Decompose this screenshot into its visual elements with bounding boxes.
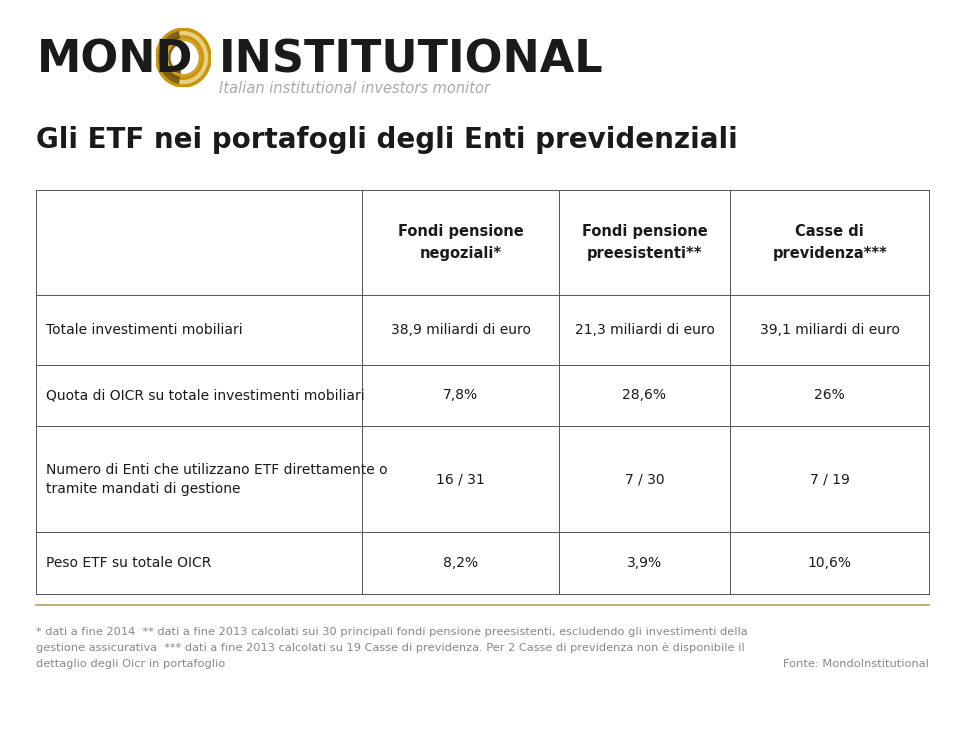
Text: 8,2%: 8,2% — [443, 556, 478, 570]
Text: 38,9 miliardi di euro: 38,9 miliardi di euro — [391, 323, 531, 337]
Text: Fonte: MondoInstitutional: Fonte: MondoInstitutional — [783, 659, 929, 669]
Text: dettaglio degli Oicr in portafoglio: dettaglio degli Oicr in portafoglio — [36, 659, 226, 669]
Text: gestione assicurativa  *** dati a fine 2013 calcolati su 19 Casse di previdenza.: gestione assicurativa *** dati a fine 20… — [36, 643, 745, 653]
Text: Italian institutional investors monitor: Italian institutional investors monitor — [219, 82, 490, 96]
Text: 21,3 miliardi di euro: 21,3 miliardi di euro — [574, 323, 714, 337]
Text: 7 / 19: 7 / 19 — [810, 472, 850, 486]
Text: Quota di OICR su totale investimenti mobiliari: Quota di OICR su totale investimenti mob… — [46, 389, 365, 402]
Text: Casse di
previdenza***: Casse di previdenza*** — [772, 224, 887, 261]
Text: Fondi pensione
negoziali*: Fondi pensione negoziali* — [397, 224, 523, 261]
Text: Peso ETF su totale OICR: Peso ETF su totale OICR — [46, 556, 211, 570]
Text: Numero di Enti che utilizzano ETF direttamente o
tramite mandati di gestione: Numero di Enti che utilizzano ETF dirett… — [46, 463, 388, 496]
Text: 26%: 26% — [814, 389, 845, 402]
Text: Gli ETF nei portafogli degli Enti previdenziali: Gli ETF nei portafogli degli Enti previd… — [36, 126, 738, 154]
Text: 28,6%: 28,6% — [622, 389, 666, 402]
Text: 39,1 miliardi di euro: 39,1 miliardi di euro — [759, 323, 900, 337]
Text: Fondi pensione
preesistenti**: Fondi pensione preesistenti** — [582, 224, 708, 261]
Ellipse shape — [173, 46, 194, 69]
Text: Totale investimenti mobiliari: Totale investimenti mobiliari — [46, 323, 243, 337]
Text: 3,9%: 3,9% — [627, 556, 662, 570]
Text: 7 / 30: 7 / 30 — [625, 472, 664, 486]
Text: * dati a fine 2014  ** dati a fine 2013 calcolati sui 30 principali fondi pensio: * dati a fine 2014 ** dati a fine 2013 c… — [36, 627, 748, 637]
Text: MOND: MOND — [36, 39, 193, 81]
Text: 10,6%: 10,6% — [807, 556, 852, 570]
Wedge shape — [158, 31, 181, 84]
Text: INSTITUTIONAL: INSTITUTIONAL — [219, 39, 604, 81]
Text: 16 / 31: 16 / 31 — [436, 472, 485, 486]
Text: 7,8%: 7,8% — [443, 389, 478, 402]
